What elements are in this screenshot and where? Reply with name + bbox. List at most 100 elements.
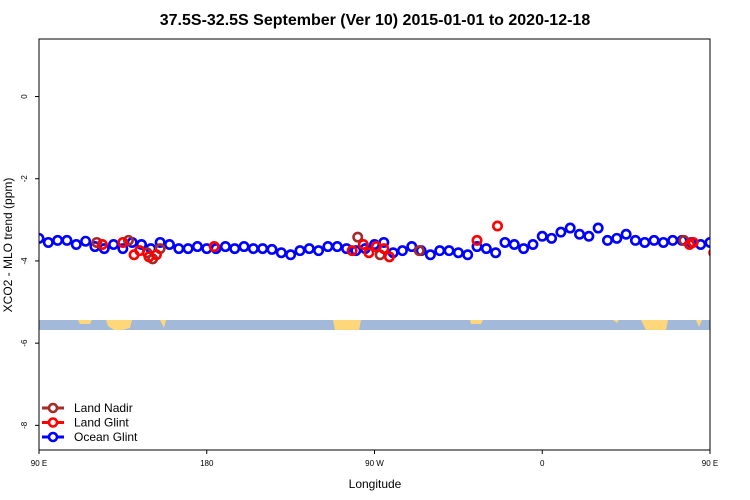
chart-title: 37.5S-32.5S September (Ver 10) 2015-01-0…: [160, 12, 591, 29]
land-glint-point: [726, 255, 734, 263]
legend-item-land-nadir: Land Nadir: [42, 401, 133, 415]
land-glint-point: [134, 245, 146, 257]
ocean-glint-point: [462, 249, 474, 261]
x-axis: 90 E 180 90 W 0 90 E: [31, 450, 718, 468]
land-glint-point: [492, 220, 504, 232]
ocean-glint-point: [583, 230, 595, 242]
ocean-glint-point: [257, 243, 269, 255]
ocean-glint-point: [490, 247, 502, 259]
ocean-glint-point: [724, 244, 732, 252]
y-tick-label: -6: [20, 339, 29, 347]
ocean-glint-point: [313, 245, 325, 257]
ocean-glint-point: [331, 241, 343, 253]
ocean-glint-point: [629, 234, 641, 246]
land-glint-point: [208, 241, 220, 253]
land-glint-point: [357, 239, 369, 251]
ocean-glint-point: [173, 243, 185, 255]
ocean-glint-point: [275, 247, 287, 259]
land-patch-south-america: [333, 320, 361, 330]
land-glint-point: [363, 247, 375, 259]
ocean-glint-point: [471, 241, 483, 253]
ocean-glint-point: [508, 239, 520, 251]
ocean-glint-point: [136, 239, 148, 251]
land-patch-new-zealand-2: [696, 320, 702, 327]
ocean-glint-point: [564, 222, 576, 234]
land-patch-africa: [470, 320, 483, 324]
land-patch-australia-2: [613, 320, 619, 323]
ocean-glint-point: [611, 232, 623, 244]
land-glint-point: [346, 245, 358, 257]
land-glint-point: [721, 240, 729, 248]
legend-item-land-glint: Land Glint: [42, 416, 129, 430]
land-glint-point: [708, 248, 710, 257]
land-glint-point: [96, 239, 108, 251]
y-axis-label: XCO2 - MLO trend (ppm): [1, 178, 15, 313]
land-patch-new-zealand: [160, 320, 166, 328]
land-nadir-point: [122, 234, 134, 246]
ocean-glint-point: [80, 235, 92, 247]
legend-label: Land Glint: [74, 416, 129, 430]
ocean-glint-point: [52, 234, 64, 246]
ocean-glint-point: [657, 236, 669, 248]
ocean-glint-point: [396, 245, 408, 257]
land-patch-australia: [78, 320, 92, 324]
ocean-glint-point: [601, 234, 613, 246]
ocean-glint-point: [743, 242, 750, 250]
legend-label: Land Nadir: [74, 401, 133, 415]
land-glint-point: [687, 236, 699, 248]
land-nadir-point: [728, 251, 736, 259]
land-patch-australia-east: [106, 320, 132, 330]
ocean-glint-point: [715, 240, 723, 248]
ocean-band: [39, 320, 710, 330]
legend-item-ocean-glint: Ocean Glint: [42, 430, 138, 444]
y-tick-label: 0: [20, 94, 29, 99]
land-nadir-point: [737, 240, 745, 248]
land-nadir-point: [413, 245, 425, 257]
x-tick-label: 90 E: [702, 459, 718, 468]
ocean-glint-point: [574, 228, 586, 240]
ocean-glint-point: [303, 243, 315, 255]
land-glint-point: [117, 236, 129, 248]
ocean-glint-point: [424, 249, 436, 261]
ocean-glint-point: [108, 239, 120, 251]
map-strip: [39, 320, 710, 330]
ocean-glint-point: [191, 241, 203, 253]
series-layer: [39, 220, 750, 265]
ocean-glint-point: [518, 243, 530, 255]
ocean-glint-point: [527, 239, 539, 251]
ocean-glint-point: [341, 243, 353, 255]
ocean-glint-point: [42, 236, 54, 248]
ocean-glint-point: [39, 232, 45, 244]
ocean-glint-point: [555, 226, 567, 238]
ocean-glint-point: [285, 249, 297, 261]
ocean-glint-point: [350, 245, 362, 257]
land-nadir-point: [91, 236, 103, 248]
land-glint-point: [383, 251, 395, 263]
land-nadir-point: [719, 238, 727, 246]
legend-marker: [47, 402, 59, 414]
ocean-glint-point: [322, 241, 334, 253]
legend-label: Ocean Glint: [74, 430, 138, 444]
ocean-glint-point: [546, 232, 558, 244]
ocean-glint-point: [620, 228, 632, 240]
y-tick-label: -4: [20, 257, 29, 265]
ocean-glint-point: [294, 245, 306, 257]
x-tick-label: 0: [540, 459, 545, 468]
ocean-glint-point: [154, 236, 166, 248]
ocean-glint-point: [536, 230, 548, 242]
legend-marker: [47, 431, 59, 443]
y-tick-label: -8: [20, 421, 29, 429]
land-glint-point: [378, 243, 390, 255]
ocean-glint-point: [163, 239, 175, 251]
x-tick-label: 180: [200, 459, 214, 468]
ocean-glint-point: [592, 222, 604, 234]
ocean-glint-point: [639, 236, 651, 248]
ocean-glint-point: [452, 247, 464, 259]
series-ocean-glint: [39, 222, 750, 261]
land-patch-australia-east-2: [641, 320, 668, 330]
ocean-glint-point: [219, 241, 231, 253]
ocean-glint-point: [182, 243, 194, 255]
y-tick-label: -2: [20, 175, 29, 183]
